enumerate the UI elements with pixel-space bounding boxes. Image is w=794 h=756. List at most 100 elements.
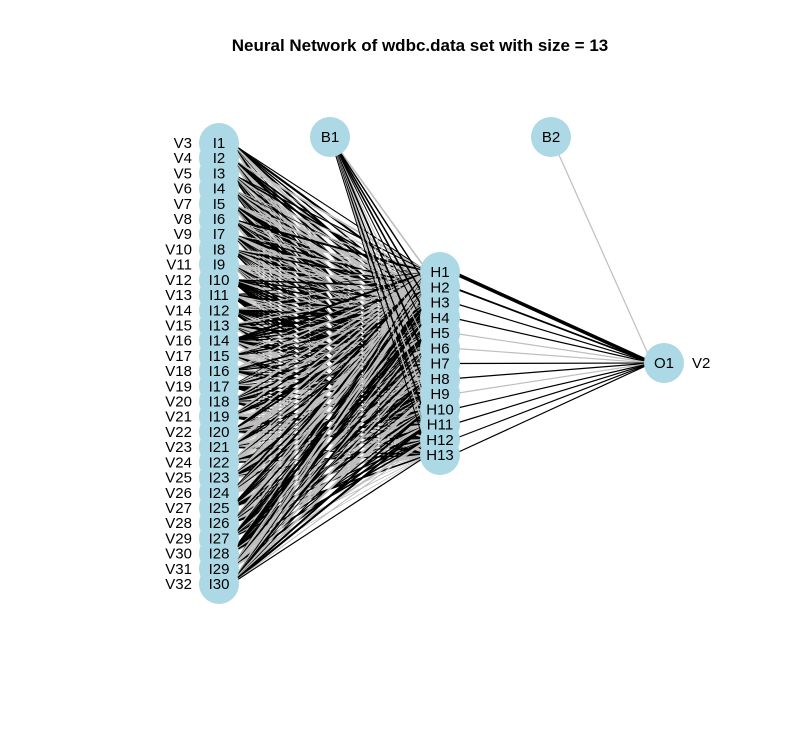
edge-bias-hidden [329, 136, 429, 334]
hidden-node-h2-label: H2 [430, 279, 449, 296]
input-var-v23: V23 [165, 439, 192, 456]
edge-input-hidden [230, 271, 429, 509]
edge-input-hidden [230, 271, 429, 418]
input-var-v31: V31 [165, 561, 192, 578]
input-node-i5-label: I5 [213, 196, 226, 213]
edge-bias-output [550, 136, 653, 364]
hidden-node-h13-circle [420, 435, 460, 475]
edge-hidden-output [451, 362, 653, 456]
edge-input-hidden [230, 393, 429, 585]
labels-layer: I1I2I3I4I5I6I7I8I9I10I11I12I13I14I15I16I… [165, 129, 710, 593]
input-var-v28: V28 [165, 515, 192, 532]
hidden-node-h6-label: H6 [430, 340, 449, 357]
edge-input-hidden [230, 454, 429, 585]
edge-input-hidden [230, 362, 429, 585]
edge-bias-hidden [329, 136, 429, 410]
edge-input-hidden [230, 332, 429, 585]
edge-input-hidden [230, 233, 429, 273]
edge-input-hidden [230, 203, 429, 273]
input-node-i21-label: I21 [209, 439, 230, 456]
edge-hidden-output [451, 347, 653, 364]
edge-bias-hidden [329, 136, 429, 319]
edge-hidden-output [451, 286, 653, 364]
edge-hidden-output [451, 362, 653, 426]
hidden-node-h11-label: H11 [427, 417, 453, 434]
input-node-i1-label: I1 [213, 135, 226, 152]
input-var-v10: V10 [165, 241, 192, 258]
edge-bias-hidden [329, 136, 429, 379]
edge-input-hidden [230, 408, 429, 585]
edge-input-hidden [230, 271, 429, 448]
input-var-v22: V22 [165, 424, 192, 441]
input-var-v15: V15 [165, 317, 192, 334]
edge-input-hidden [230, 264, 429, 273]
input-node-i25-label: I25 [209, 500, 230, 517]
input-var-v26: V26 [165, 485, 192, 502]
bias-node-b2-circle [531, 117, 571, 157]
input-node-i28-label: I28 [209, 546, 230, 563]
edge-input-hidden [230, 271, 429, 463]
edge-input-hidden [230, 271, 429, 524]
input-node-i2-label: I2 [213, 150, 226, 167]
input-node-i11-label: I11 [209, 287, 229, 304]
hidden-node-h7-label: H7 [430, 356, 449, 373]
edge-input-hidden [230, 271, 429, 387]
input-var-v32: V32 [165, 576, 192, 593]
input-node-i23-label: I23 [209, 470, 230, 487]
hidden-node-h9-label: H9 [430, 386, 449, 403]
edge-input-hidden [230, 439, 429, 585]
edge-input-hidden [230, 271, 429, 281]
bias-node-b1-circle [310, 117, 350, 157]
input-node-i4-label: I4 [213, 181, 226, 198]
input-var-v18: V18 [165, 363, 192, 380]
input-var-v19: V19 [165, 378, 192, 395]
edge-input-hidden [230, 271, 429, 326]
edge-bias-hidden [329, 136, 429, 456]
input-var-v6: V6 [174, 181, 192, 198]
hidden-node-h10-label: H10 [426, 401, 454, 418]
input-var-v16: V16 [165, 333, 192, 350]
input-var-v8: V8 [174, 211, 192, 228]
output-var-v2: V2 [692, 355, 710, 372]
edge-hidden-output [451, 270, 653, 365]
edge-bias-hidden [329, 136, 429, 288]
input-var-v25: V25 [165, 470, 192, 487]
edge-input-hidden [230, 157, 429, 273]
input-node-i22-label: I22 [209, 454, 230, 471]
input-var-v21: V21 [165, 409, 192, 426]
edge-hidden-output [451, 362, 653, 365]
edge-hidden-output [451, 317, 653, 364]
input-node-i30-label: I30 [209, 576, 230, 593]
input-node-i7-label: I7 [213, 226, 226, 243]
edge-input-hidden [230, 317, 429, 585]
input-var-v7: V7 [174, 196, 192, 213]
input-var-v12: V12 [165, 272, 192, 289]
input-node-i3-label: I3 [213, 165, 226, 182]
input-node-i6-label: I6 [213, 211, 226, 228]
edge-bias-hidden [329, 136, 429, 364]
edge-input-hidden [230, 348, 429, 585]
edge-input-hidden [230, 271, 429, 403]
edge-input-hidden [230, 378, 429, 585]
edge-input-hidden [230, 270, 429, 342]
input-var-v4: V4 [174, 150, 192, 167]
input-node-i12-label: I12 [209, 302, 230, 319]
input-var-v24: V24 [165, 454, 192, 471]
bias-node-b2-label: B2 [542, 129, 560, 146]
edge-hidden-output [451, 362, 653, 380]
edge-bias-hidden [329, 136, 429, 273]
input-node-i16-label: I16 [209, 363, 230, 380]
input-var-v30: V30 [165, 546, 192, 563]
input-var-v3: V3 [174, 135, 192, 152]
input-node-i17-label: I17 [209, 378, 230, 395]
edges-layer [230, 136, 653, 585]
edge-input-hidden [230, 142, 429, 273]
input-node-i10-label: I10 [209, 272, 230, 289]
hidden-node-h8-label: H8 [430, 371, 449, 388]
edge-input-hidden [230, 271, 429, 570]
input-node-i14-label: I14 [209, 333, 230, 350]
hidden-node-h12-label: H12 [426, 432, 454, 449]
input-node-i13-label: I13 [209, 317, 230, 334]
input-node-i20-label: I20 [209, 424, 230, 441]
